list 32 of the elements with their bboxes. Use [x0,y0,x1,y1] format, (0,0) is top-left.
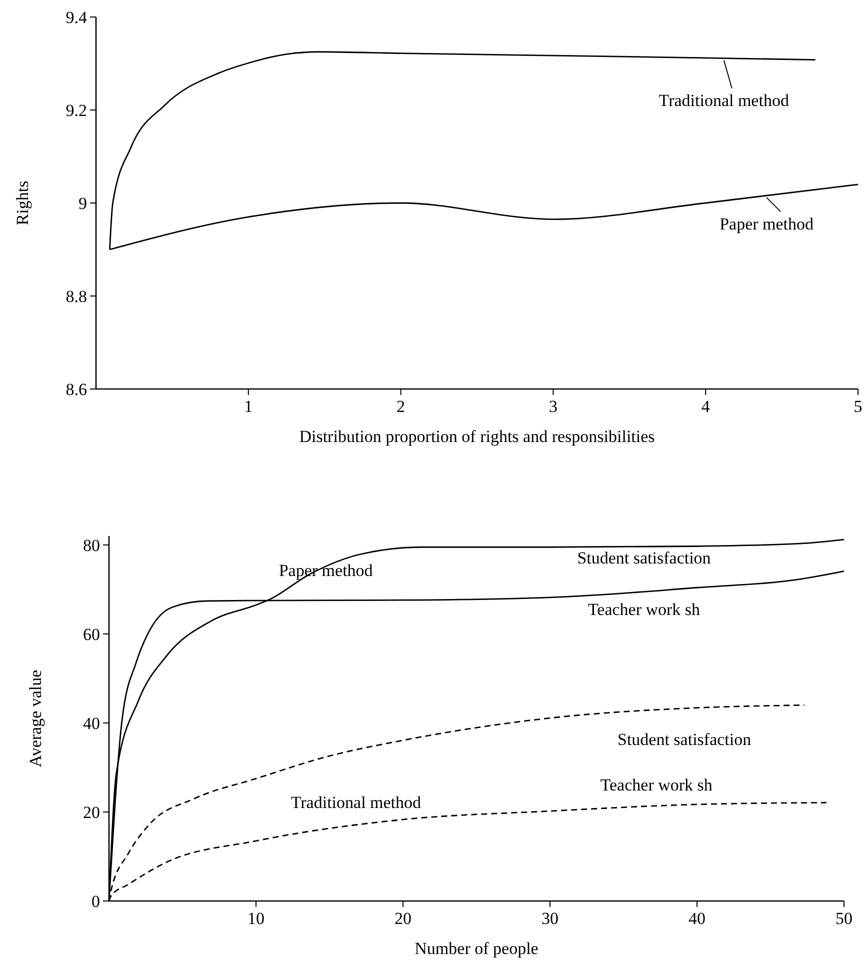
x-tick-label: 50 [836,909,852,928]
series-label: Teacher work sh [600,776,713,795]
x-tick-label: 10 [248,909,264,928]
x-tick-label: 5 [854,397,862,416]
y-tick-label: 60 [83,624,100,644]
y-tick-label: 8.8 [66,287,87,306]
x-tick-label: 4 [701,397,710,416]
y-tick-label: 80 [83,536,100,555]
legend-label: Traditional method [658,91,790,110]
y-tick-label: 9.4 [66,8,88,27]
x-tick-label: 3 [548,397,558,416]
y-axis-title: Average value [26,670,45,768]
legend-label: Paper method [720,214,814,234]
y-tick-label: 8.6 [66,380,87,399]
annotation: Traditional method [290,792,422,812]
y-tick-label: 20 [83,802,100,822]
x-tick-label: 20 [394,909,412,928]
y-tick-label: 40 [83,714,100,733]
x-tick-label: 40 [688,909,706,928]
x-tick-label: 1 [244,397,253,416]
x-axis-title: Distribution proportion of rights and responsibilities [299,427,655,446]
y-axis-title: Rights [13,180,32,226]
series-label: Student satisfaction [577,548,712,568]
series-label: Teacher work sh [588,600,701,620]
y-tick-label: 9 [78,194,87,213]
x-tick-label: 30 [542,909,558,928]
annotation: Paper method [278,561,374,580]
series-label: Student satisfaction [617,730,752,750]
x-axis-title: Number of people [414,939,538,958]
y-tick-label: 9.2 [66,101,87,120]
y-tick-label: 0 [92,892,100,911]
x-tick-label: 2 [396,397,406,416]
